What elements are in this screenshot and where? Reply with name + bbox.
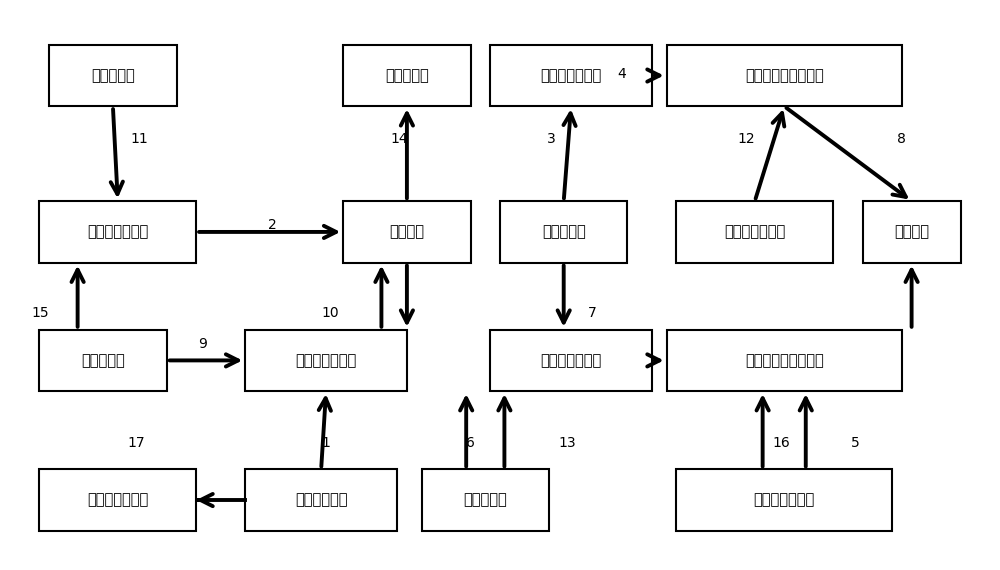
Bar [667, 329, 902, 391]
Bar [39, 329, 167, 391]
Text: 第一位置传感器: 第一位置传感器 [724, 225, 785, 239]
Text: 直流电机: 直流电机 [894, 225, 929, 239]
Bar [490, 329, 652, 391]
Text: 第一电位器: 第一电位器 [91, 68, 135, 83]
Bar [500, 201, 627, 263]
Bar [490, 45, 652, 106]
Text: 11: 11 [131, 132, 148, 146]
Text: 或门电路: 或门电路 [389, 225, 424, 239]
Text: 14: 14 [390, 132, 408, 146]
Bar [245, 469, 397, 531]
Text: 16: 16 [772, 435, 790, 450]
Bar [245, 329, 407, 391]
Text: 第一照明灯电路: 第一照明灯电路 [87, 492, 148, 507]
Text: 5: 5 [851, 435, 860, 450]
Text: 8: 8 [897, 132, 906, 146]
Text: 光敏二极管: 光敏二极管 [81, 353, 125, 368]
Text: 3: 3 [547, 132, 556, 146]
Bar [676, 469, 892, 531]
Text: 第三比较器电路: 第三比较器电路 [540, 68, 602, 83]
Bar [49, 45, 177, 106]
Bar [676, 201, 833, 263]
Bar [422, 469, 549, 531]
Bar [343, 45, 471, 106]
Text: 17: 17 [128, 435, 145, 450]
Text: 第二放大器电路: 第二放大器电路 [295, 353, 357, 368]
Text: 6: 6 [466, 435, 475, 450]
Text: 2: 2 [268, 218, 276, 231]
Text: 7: 7 [588, 306, 597, 320]
Text: 15: 15 [32, 306, 49, 320]
Text: 第一继电器控制电路: 第一继电器控制电路 [745, 68, 824, 83]
Text: 4: 4 [618, 67, 626, 81]
Bar [343, 201, 471, 263]
Text: 13: 13 [559, 435, 576, 450]
Text: 第三电位器: 第三电位器 [542, 225, 586, 239]
Text: 电源供电单元: 电源供电单元 [295, 492, 347, 507]
Bar [863, 201, 961, 263]
Text: 第一指示灯: 第一指示灯 [385, 68, 429, 83]
Text: 第一放大器电路: 第一放大器电路 [87, 225, 148, 239]
Bar [667, 45, 902, 106]
Text: 第二电位器: 第二电位器 [463, 492, 507, 507]
Text: 第二位置传感器: 第二位置传感器 [754, 492, 815, 507]
Text: 10: 10 [322, 306, 339, 320]
Bar [39, 201, 196, 263]
Text: 1: 1 [322, 435, 331, 450]
Text: 第二继电器控制电路: 第二继电器控制电路 [745, 353, 824, 368]
Text: 第四比较器电路: 第四比较器电路 [540, 353, 602, 368]
Text: 9: 9 [198, 337, 207, 351]
Text: 12: 12 [737, 132, 755, 146]
Bar [39, 469, 196, 531]
